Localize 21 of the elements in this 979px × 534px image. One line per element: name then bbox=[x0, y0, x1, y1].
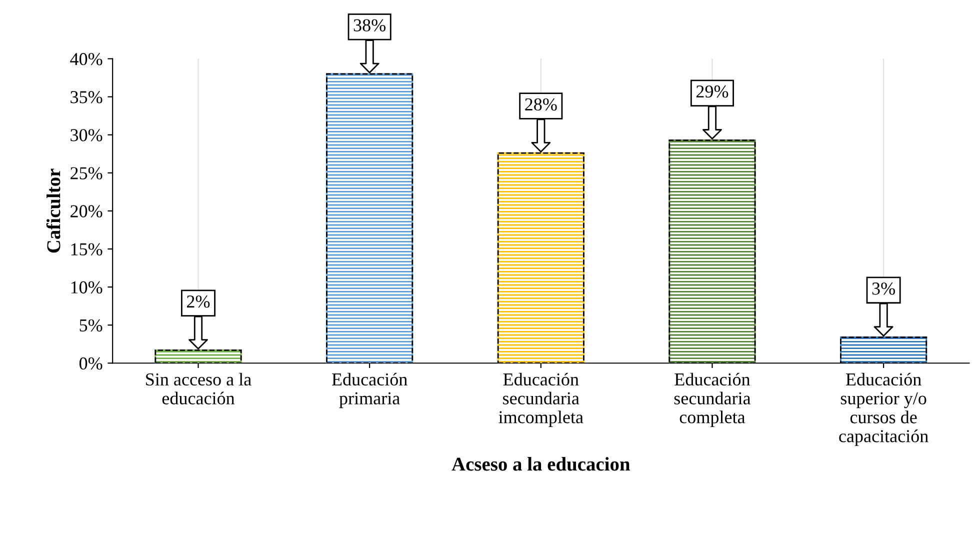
y-tick-label: 15% bbox=[71, 243, 102, 256]
y-tick-label: 30% bbox=[70, 129, 102, 142]
x-tick-label: Educación secundaria imcompleta bbox=[498, 372, 584, 427]
data-label: 2% bbox=[187, 295, 210, 308]
x-axis-title: Acseso a la educacion bbox=[452, 457, 630, 471]
y-tick-label: 5% bbox=[80, 319, 102, 332]
y-tick-label: 40% bbox=[70, 52, 102, 66]
y-axis-title: Caficultor bbox=[46, 168, 60, 253]
y-tick-label: 35% bbox=[70, 91, 102, 104]
data-label: 38% bbox=[354, 19, 386, 32]
y-tick-label: 0% bbox=[79, 357, 102, 370]
x-tick-label: Educación primaria bbox=[332, 372, 408, 408]
x-tick-label: Sin acceso a la educación bbox=[146, 372, 252, 404]
y-tick-label: 20% bbox=[70, 205, 102, 218]
y-tick-label: 25% bbox=[70, 167, 102, 180]
data-label: 29% bbox=[696, 85, 728, 98]
data-label: 28% bbox=[525, 98, 557, 111]
y-tick-label: 10% bbox=[71, 281, 102, 294]
x-tick-label: Educación secundaria completa bbox=[674, 372, 751, 427]
x-tick-label: Educación superior y/o cursos de capacitación bbox=[839, 372, 928, 446]
data-label: 3% bbox=[872, 282, 895, 295]
